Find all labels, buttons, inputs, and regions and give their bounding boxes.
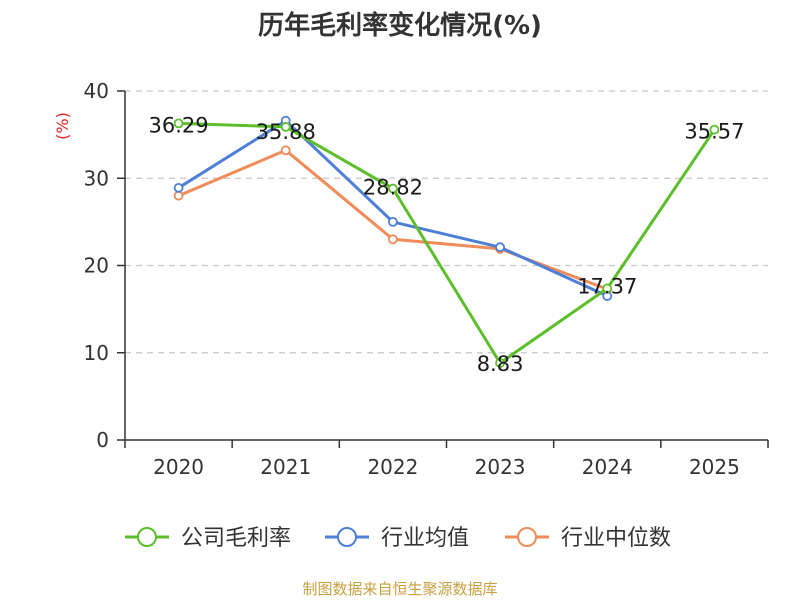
y-tick-label: 20 bbox=[84, 254, 109, 278]
y-tick-label: 0 bbox=[96, 428, 109, 452]
y-tick-label: 40 bbox=[84, 79, 109, 103]
legend-item[interactable]: 公司毛利率 bbox=[125, 526, 291, 551]
series-line bbox=[178, 121, 716, 365]
data-point bbox=[495, 358, 505, 368]
legend-label: 行业中位数 bbox=[561, 526, 671, 551]
x-tick-label: 2022 bbox=[367, 455, 418, 479]
data-point bbox=[280, 145, 291, 156]
data-point bbox=[173, 118, 184, 129]
y-axis-label: (%) bbox=[53, 112, 72, 140]
legend-marker bbox=[517, 527, 537, 547]
data-label: 35.88 bbox=[256, 120, 316, 144]
legend-item[interactable]: 行业均值 bbox=[325, 526, 469, 551]
x-tick-label: 2025 bbox=[689, 455, 740, 479]
chart-title: 历年毛利率变化情况(%) bbox=[258, 10, 542, 41]
data-label: 35.57 bbox=[684, 120, 744, 144]
data-point bbox=[388, 183, 398, 194]
x-tick-label: 2024 bbox=[582, 455, 633, 479]
grid-lines bbox=[125, 90, 768, 354]
x-tick-label: 2020 bbox=[153, 455, 204, 479]
legend-marker bbox=[337, 527, 357, 547]
y-tick-label: 30 bbox=[84, 166, 109, 190]
data-label: 28.82 bbox=[363, 176, 423, 200]
x-tick-label: 2023 bbox=[475, 455, 526, 479]
series-line bbox=[177, 119, 608, 298]
legend-label: 公司毛利率 bbox=[181, 526, 291, 551]
data-point bbox=[280, 122, 291, 132]
data-point bbox=[388, 216, 398, 227]
x-tick-label: 2021 bbox=[260, 455, 311, 479]
data-point bbox=[602, 283, 613, 294]
data-label: 17.37 bbox=[577, 274, 637, 298]
source-note: 制图数据来自恒生聚源数据库 bbox=[302, 580, 497, 598]
data-labels: 36.29 35.88 28.82 8.83 17.37 35.57 bbox=[149, 113, 745, 376]
data-point bbox=[173, 182, 184, 193]
legend-marker bbox=[137, 527, 157, 547]
data-point bbox=[709, 124, 720, 135]
axes: 0 10 20 30 40 2020 2021 2022 2023 2024 2025 bbox=[84, 79, 769, 479]
series-layer bbox=[173, 115, 720, 368]
data-point bbox=[495, 242, 505, 253]
legend-item[interactable]: 行业中位数 bbox=[505, 526, 671, 551]
legend-label: 行业均值 bbox=[381, 526, 469, 551]
data-label: 36.29 bbox=[149, 113, 209, 137]
data-point bbox=[388, 234, 398, 245]
data-label: 8.83 bbox=[477, 352, 524, 376]
y-tick-label: 10 bbox=[84, 341, 109, 365]
data-point bbox=[173, 190, 184, 201]
legend[interactable]: 公司毛利率 行业均值 行业中位数 bbox=[125, 526, 671, 551]
